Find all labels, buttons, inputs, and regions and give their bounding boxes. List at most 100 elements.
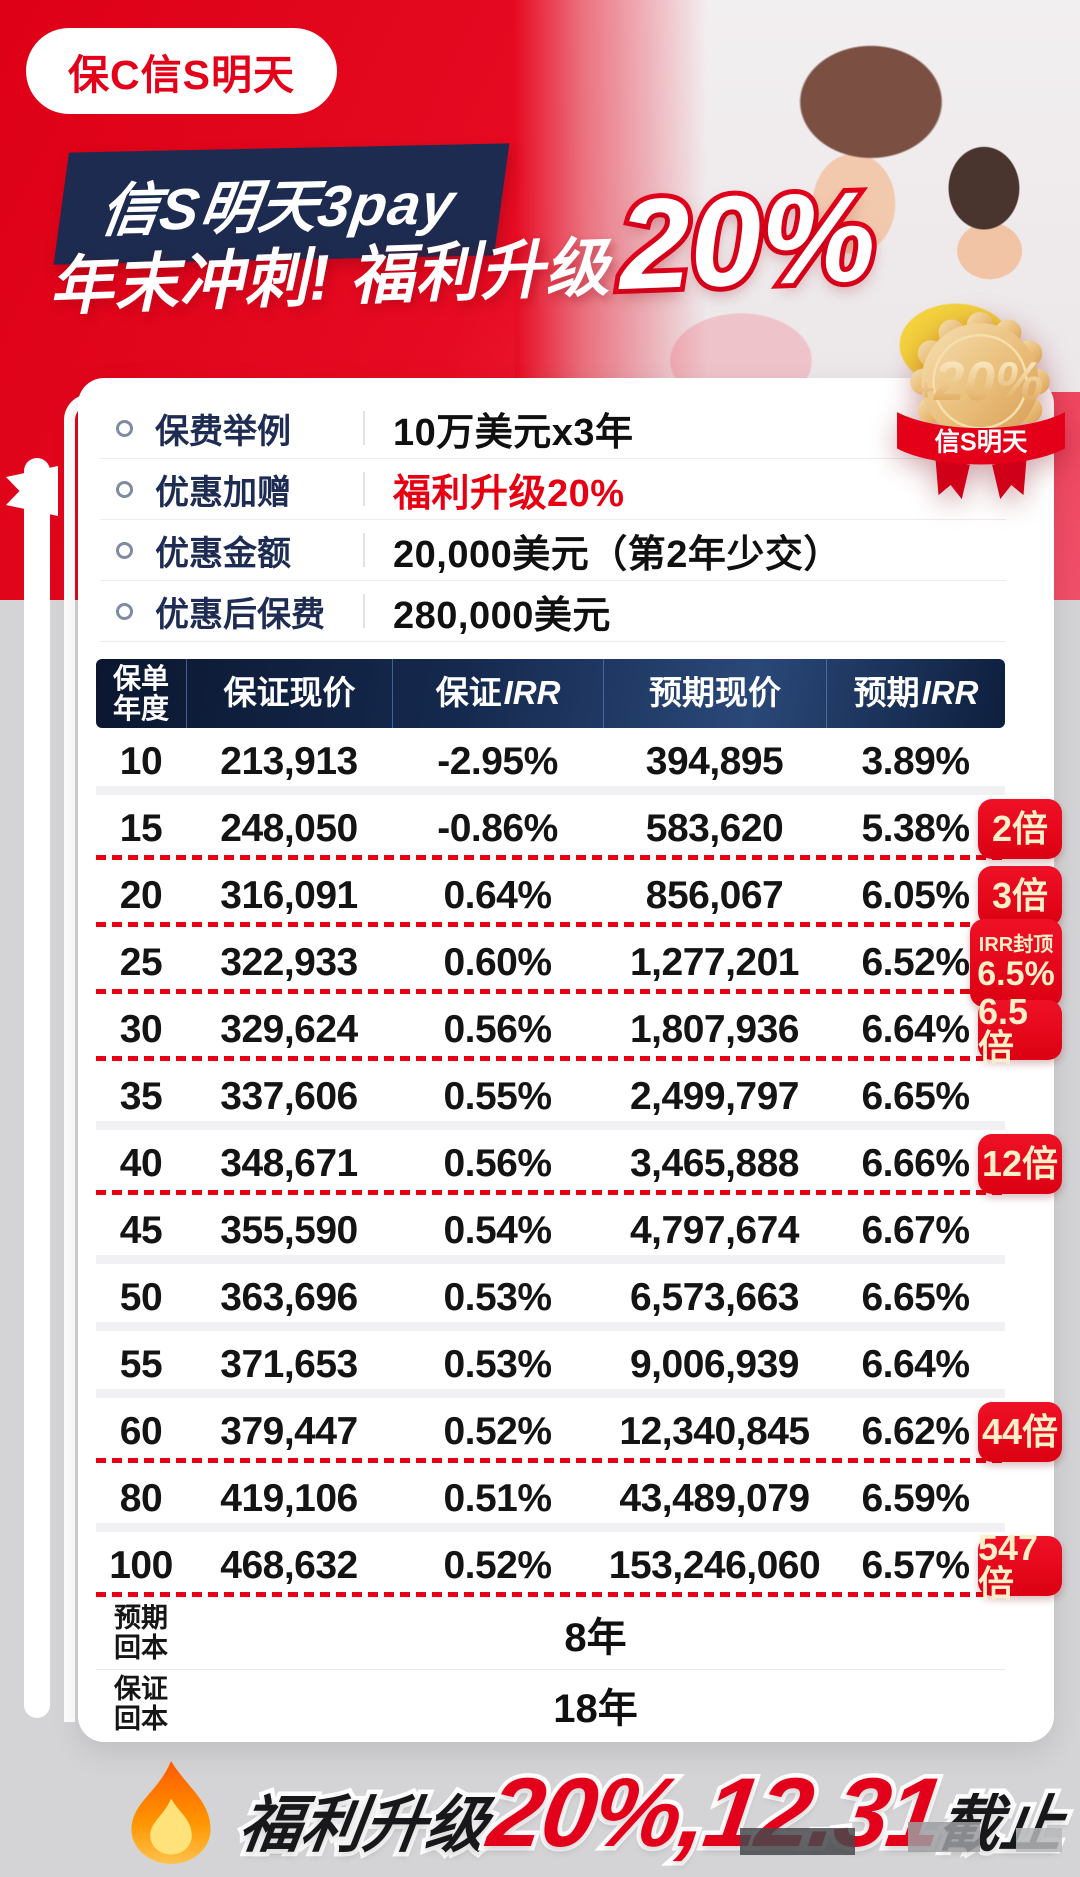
policy-table-body: 10 213,913 -2.95% 394,895 3.89% 15 248,050 -0.8…	[96, 728, 1005, 1599]
table-cell: 583,620	[645, 806, 784, 850]
table-row: 55 371,653 0.53% 9,006,939 6.64%	[96, 1331, 1005, 1398]
table-cell: 6.64%	[861, 1342, 970, 1386]
deadline-segment-highlight: 20%,12.31	[478, 1753, 953, 1872]
payback-label: 预期 回本	[114, 1603, 168, 1663]
table-cell: 0.56%	[443, 1141, 552, 1185]
table-cell: 6.65%	[861, 1275, 970, 1319]
payback-value: 18年	[553, 1687, 638, 1731]
watermark	[740, 1828, 855, 1855]
table-cell: 6.59%	[861, 1476, 970, 1520]
offer-summary: 保费举例 10万美元x3年 优惠加赠 福利升级20% 优惠金额 20,000美元…	[100, 398, 1006, 642]
table-cell: 468,632	[220, 1543, 358, 1587]
table-cell: -2.95%	[437, 739, 558, 783]
bonus-medal-badge: +20% 信S明天	[897, 311, 1065, 500]
bullet-icon	[116, 419, 133, 437]
payback-value: 8年	[564, 1616, 627, 1660]
table-cell: 419,106	[220, 1476, 358, 1520]
table-cell: 248,050	[220, 806, 358, 850]
summary-label: 保费举例	[155, 412, 291, 451]
table-cell: 3,465,888	[629, 1141, 800, 1185]
summary-value: 20,000美元（第2年少交）	[393, 533, 842, 576]
table-cell: 6.05%	[861, 873, 970, 917]
table-cell: 6.57%	[861, 1543, 970, 1587]
payback-label: 保证 回本	[114, 1674, 168, 1734]
content-card: 保费举例 10万美元x3年 优惠加赠 福利升级20% 优惠金额 20,000美元…	[78, 378, 1062, 1742]
flame-icon	[131, 1760, 211, 1864]
hero-title-text: 年末冲刺! 福利升级	[47, 231, 612, 323]
summary-label: 优惠金额	[155, 534, 291, 573]
summary-value: 10万美元x3年	[393, 411, 634, 454]
multiplier-badge: 12倍	[978, 1133, 1062, 1194]
divider	[363, 594, 365, 628]
brand-logo: 保C信S明天	[26, 28, 337, 114]
table-cell: 0.52%	[443, 1409, 552, 1453]
bullet-icon	[116, 480, 133, 498]
table-cell: 6.52%	[861, 940, 970, 984]
table-cell: 316,091	[220, 873, 358, 917]
table-cell: 0.52%	[443, 1543, 552, 1587]
table-cell: 322,933	[220, 940, 358, 984]
table-cell: 379,447	[220, 1409, 358, 1453]
table-cell: 45	[119, 1208, 163, 1252]
table-cell: 15	[119, 806, 163, 850]
deadline-banner: 福利升级 20%,12.31 截止	[128, 1753, 1072, 1872]
policy-table: 保单 年度 保证现价 保证 IRR 预期现价 预期 IRR 10 213,913 -2.95% 3…	[96, 659, 1062, 1740]
table-cell: 30	[119, 1007, 163, 1051]
table-cell: 40	[119, 1141, 163, 1185]
hero-title: 年末冲刺! 福利升级 20%	[46, 160, 883, 339]
multiplier-badge: IRR封顶 6.5%	[970, 918, 1062, 1007]
deadline-segment: 福利升级	[231, 1787, 498, 1865]
table-column-header: 保证现价	[186, 659, 392, 728]
ribbon-stripe-decor	[64, 432, 75, 1722]
table-cell: 0.53%	[443, 1275, 552, 1319]
table-cell: 856,067	[645, 873, 784, 917]
multiplier-badge: 3倍	[978, 865, 1062, 926]
table-cell: 2,499,797	[629, 1074, 800, 1118]
table-cell: 213,913	[220, 739, 358, 783]
table-cell: 355,590	[220, 1208, 358, 1252]
table-cell: 0.55%	[443, 1074, 552, 1118]
table-row: 100 468,632 0.52% 153,246,060 6.57%	[96, 1532, 1005, 1599]
table-cell: 20	[119, 873, 163, 917]
divider	[363, 411, 365, 445]
table-cell: 35	[119, 1074, 163, 1118]
summary-row: 优惠加赠 福利升级20%	[100, 459, 1006, 520]
table-cell: 348,671	[220, 1141, 358, 1185]
table-cell: 394,895	[645, 739, 784, 783]
table-cell: 6.66%	[861, 1141, 970, 1185]
table-row: 30 329,624 0.56% 1,807,936 6.64%	[96, 996, 1005, 1063]
multiplier-badge: 2倍	[978, 798, 1062, 859]
table-row: 40 348,671 0.56% 3,465,888 6.66%	[96, 1130, 1005, 1197]
table-cell: 337,606	[220, 1074, 358, 1118]
table-cell: 363,696	[220, 1275, 358, 1319]
table-cell: 9,006,939	[629, 1342, 800, 1386]
bullet-icon	[116, 541, 133, 559]
table-cell: 1,807,936	[629, 1007, 800, 1051]
payback-row: 预期 回本 8年	[96, 1599, 1005, 1669]
medal-percent-text: +20%	[916, 351, 1043, 412]
table-cell: 0.54%	[443, 1208, 552, 1252]
table-cell: 0.60%	[443, 940, 552, 984]
table-column-header: 预期 IRR	[826, 659, 1005, 728]
table-cell: 55	[119, 1342, 163, 1386]
watermark	[1016, 1828, 1062, 1852]
table-row: 35 337,606 0.55% 2,499,797 6.65%	[96, 1063, 1005, 1130]
summary-value: 280,000美元	[393, 594, 611, 637]
ribbon-stripe-decor	[24, 458, 50, 1718]
table-row: 10 213,913 -2.95% 394,895 3.89%	[96, 728, 1005, 795]
table-cell: 43,489,079	[619, 1476, 810, 1520]
table-row: 15 248,050 -0.86% 583,620 5.38%	[96, 795, 1005, 862]
watermark	[908, 1822, 980, 1852]
payback-row: 保证 回本 18年	[96, 1669, 1005, 1740]
table-cell: 50	[119, 1275, 163, 1319]
table-row: 25 322,933 0.60% 1,277,201 6.52%	[96, 929, 1005, 996]
summary-label: 优惠加赠	[155, 473, 291, 512]
table-cell: 12,340,845	[619, 1409, 810, 1453]
summary-row: 保费举例 10万美元x3年	[100, 398, 1006, 459]
table-cell: 0.53%	[443, 1342, 552, 1386]
summary-value-highlight: 福利升级20%	[393, 472, 625, 515]
table-cell: 1,277,201	[629, 940, 800, 984]
table-cell: 100	[109, 1543, 173, 1587]
table-cell: 5.38%	[861, 806, 970, 850]
